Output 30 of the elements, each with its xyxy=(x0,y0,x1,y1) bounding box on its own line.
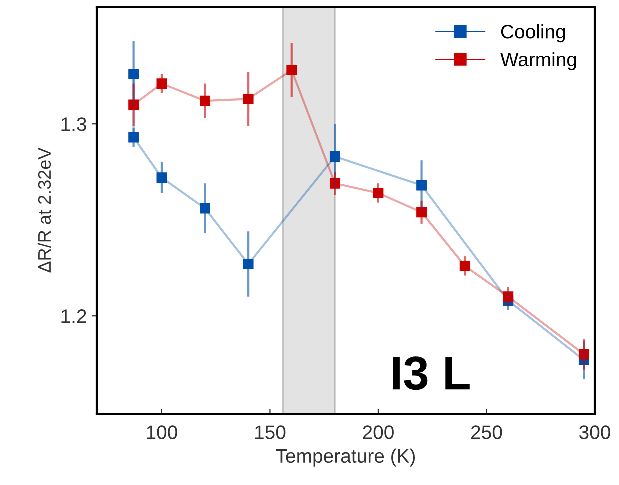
point xyxy=(200,203,210,214)
point xyxy=(243,259,254,270)
point xyxy=(128,68,140,80)
point xyxy=(156,172,168,184)
point xyxy=(373,188,384,198)
x-tick-label: 150 xyxy=(255,426,286,440)
point xyxy=(243,94,254,104)
x-tick-label: 200 xyxy=(363,426,394,440)
x-tick-label: 300 xyxy=(580,426,610,440)
point xyxy=(330,152,340,162)
legend-label: Warming xyxy=(500,52,576,70)
point xyxy=(156,78,168,89)
point xyxy=(330,178,340,189)
y-tick-label: 1.2 xyxy=(62,310,86,324)
point xyxy=(286,65,298,76)
point xyxy=(503,292,514,302)
point xyxy=(460,260,470,272)
annotation: I3 L xyxy=(393,356,470,390)
x-tick-label: 100 xyxy=(147,426,178,440)
point xyxy=(128,132,140,143)
y-axis-title: ΔR/R at 2.32eV xyxy=(38,148,52,273)
point xyxy=(200,96,210,106)
x-tick-label: 250 xyxy=(472,426,502,440)
x-axis-title: Temperature (K) xyxy=(276,448,416,467)
point xyxy=(578,349,590,360)
legend-label: Cooling xyxy=(501,24,566,43)
point xyxy=(416,207,427,218)
point xyxy=(416,180,427,191)
y-tick-label: 1.3 xyxy=(62,118,86,132)
point xyxy=(128,100,140,110)
